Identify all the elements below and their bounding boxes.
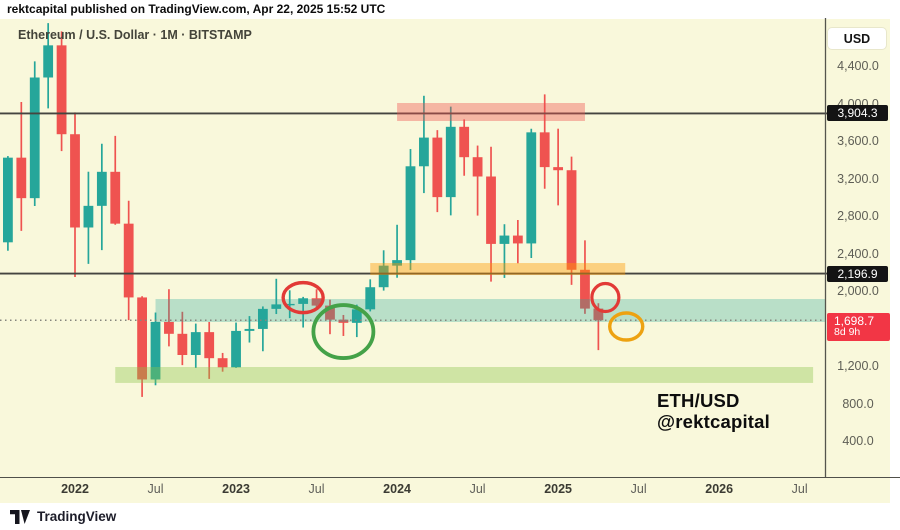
circle-green-2023: [311, 303, 376, 360]
bar-close-countdown: 8d 9h: [834, 326, 861, 339]
candle-body: [137, 297, 147, 380]
support-zone-teal: [155, 299, 825, 322]
tradingview-logo-icon[interactable]: [10, 509, 30, 524]
candle-body: [204, 332, 215, 359]
candle-body: [298, 298, 309, 304]
candle-body: [271, 304, 282, 309]
candle-body: [29, 77, 40, 199]
candle-body: [338, 319, 349, 323]
candle-body: [190, 332, 201, 355]
candle-body: [472, 157, 483, 177]
candle-body: [405, 166, 416, 261]
candle-body: [110, 171, 121, 224]
chart-background: [0, 19, 890, 503]
candle-body: [231, 330, 241, 368]
tradingview-brand-text[interactable]: TradingView: [37, 509, 117, 524]
symbol-title: Ethereum / U.S. Dollar · 1M · BITSTAMP: [18, 28, 252, 42]
candle-body: [593, 308, 604, 321]
candle-body: [378, 265, 389, 288]
candle-body: [419, 137, 429, 167]
candle-body: [123, 223, 134, 298]
candle-body: [365, 287, 376, 310]
candle-body: [244, 328, 255, 331]
candle-body: [150, 321, 161, 380]
chart-watermark: ETH/USD @rektcapital: [657, 390, 770, 432]
candle-body: [512, 235, 523, 244]
candle-body: [566, 170, 577, 270]
candle-body: [499, 235, 510, 244]
candle-body: [392, 260, 402, 266]
last-price-value: 1,698.7: [834, 314, 875, 329]
circle-orange-2025: [608, 311, 645, 342]
candle-body: [486, 176, 496, 244]
candle-body: [351, 309, 362, 323]
watermark-handle: @rektcapital: [657, 410, 770, 432]
candle-body: [580, 269, 590, 309]
candle-body: [459, 126, 470, 158]
footer-bar: TradingView: [0, 503, 900, 530]
lower-support-zone-green: [115, 367, 814, 383]
currency-usd-button[interactable]: USD: [828, 28, 886, 49]
candle-body: [445, 126, 456, 198]
last-price-flag: 1,698.7 8d 9h: [827, 313, 890, 342]
candle-body: [257, 308, 268, 329]
publisher-text: rektcapital published on TradingView.com…: [7, 2, 386, 16]
resistance-zone-red: [397, 103, 585, 121]
candle-body: [70, 134, 80, 228]
candle-body: [164, 321, 174, 334]
candle-body: [325, 305, 335, 320]
candle-body: [284, 303, 295, 306]
circle-red-2023: [281, 280, 325, 315]
price-level-flag-2196: 2,196.9: [827, 265, 888, 282]
candle-body: [96, 171, 107, 206]
candle-body: [177, 333, 188, 355]
candle-body: [56, 45, 67, 135]
time-axis-border: [0, 477, 900, 503]
candle-body: [553, 167, 564, 171]
candle-body: [311, 298, 322, 306]
candle-body: [16, 157, 27, 199]
candle-body: [83, 205, 94, 228]
price-level-flag-3904: 3,904.3: [827, 105, 888, 122]
circle-red-2025: [590, 281, 621, 314]
watermark-symbol: ETH/USD: [657, 390, 740, 411]
candle-body: [432, 137, 443, 198]
candle-body: [3, 157, 13, 243]
candle-body: [526, 132, 537, 244]
candle-body: [43, 45, 54, 78]
publisher-bar: rektcapital published on TradingView.com…: [0, 0, 900, 19]
candle-body: [539, 132, 550, 168]
candle-body: [217, 358, 228, 368]
chart-plot-area[interactable]: [0, 18, 890, 477]
breakdown-zone-orange: [370, 263, 626, 276]
